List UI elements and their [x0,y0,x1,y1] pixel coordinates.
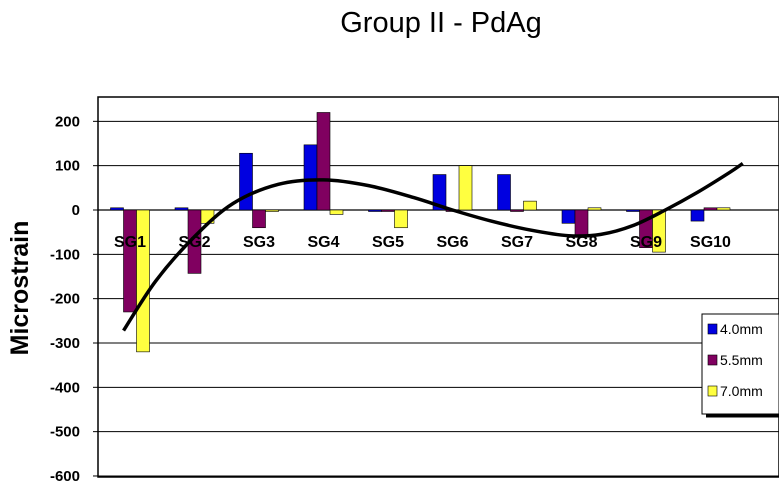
bar-sg1-5-5mm [123,209,137,313]
bar-sg2-4-0mm [174,207,189,211]
chart-title: Group II - PdAg [340,7,542,39]
y-tick-label: -500 [50,424,80,441]
bar-sg3-7-0mm [265,209,279,212]
legend: 4.0mm 5.5mm 7.0mm [701,313,779,418]
legend-swatch [707,323,718,335]
legend-label: 5.5mm [720,352,763,368]
bar-sg9-7-0mm [652,209,666,253]
bar-sg10-4-0mm [690,209,705,222]
bar-sg5-7-0mm [394,209,408,229]
bar-sg7-4-0mm [497,174,511,211]
bar-sg7-5-5mm [510,209,524,212]
bar-sg1-4-0mm [110,207,124,211]
bar-sg10-7-0mm [716,207,731,211]
y-tick-label: -200 [50,291,80,308]
category-label: SG8 [565,234,597,251]
y-tick-label: 100 [55,158,80,175]
bar-sg7-7-0mm [523,200,537,211]
bar-sg5-4-0mm [368,209,382,212]
legend-label: 7.0mm [720,383,763,399]
bar-sg8-5-5mm [574,209,589,237]
trendline [122,162,744,332]
y-tick-label: -100 [50,246,80,263]
category-label: SG1 [114,234,146,251]
y-tick-label: -400 [50,379,80,396]
bar-sg6-7-0mm [458,165,473,211]
legend-swatch [707,354,718,366]
bar-sg8-7-0mm [587,207,602,211]
bar-sg9-4-0mm [626,209,640,212]
y-axis-label: Microstrain [6,221,34,356]
bar-sg5-5-5mm [381,209,395,212]
category-label: SG3 [243,234,275,251]
y-tick-label: -300 [50,335,80,352]
category-label: SG9 [630,234,662,251]
bar-sg3-4-0mm [239,152,253,211]
y-tick-label: 0 [72,202,80,219]
category-label: SG10 [690,234,731,251]
category-label: SG6 [436,234,468,251]
bar-sg3-5-5mm [252,209,266,229]
bar-sg8-4-0mm [561,209,576,224]
bar-sg4-4-0mm [303,144,318,211]
plot-area [97,96,779,478]
legend-label: 4.0mm [720,321,763,337]
category-labels: SG1 SG2 SG3 SG4 SG5 SG6 SG7 SG8 SG9 SG10 [114,234,731,251]
bar-sg6-4-0mm [432,174,447,211]
bar-sg4-7-0mm [329,209,344,215]
category-label: SG5 [372,234,404,251]
bars [110,112,731,353]
bar-sg10-5-5mm [703,207,718,211]
y-tick-label: 200 [55,113,80,130]
category-label: SG4 [307,234,339,251]
y-tick-label: -600 [50,468,80,484]
y-axis-ticks: 200 100 0 -100 -200 -300 -400 -500 -600 [50,113,98,484]
legend-swatch [707,385,718,397]
category-label: SG7 [501,234,533,251]
bar-sg1-7-0mm [136,209,150,353]
bar-sg4-5-5mm [316,112,331,211]
